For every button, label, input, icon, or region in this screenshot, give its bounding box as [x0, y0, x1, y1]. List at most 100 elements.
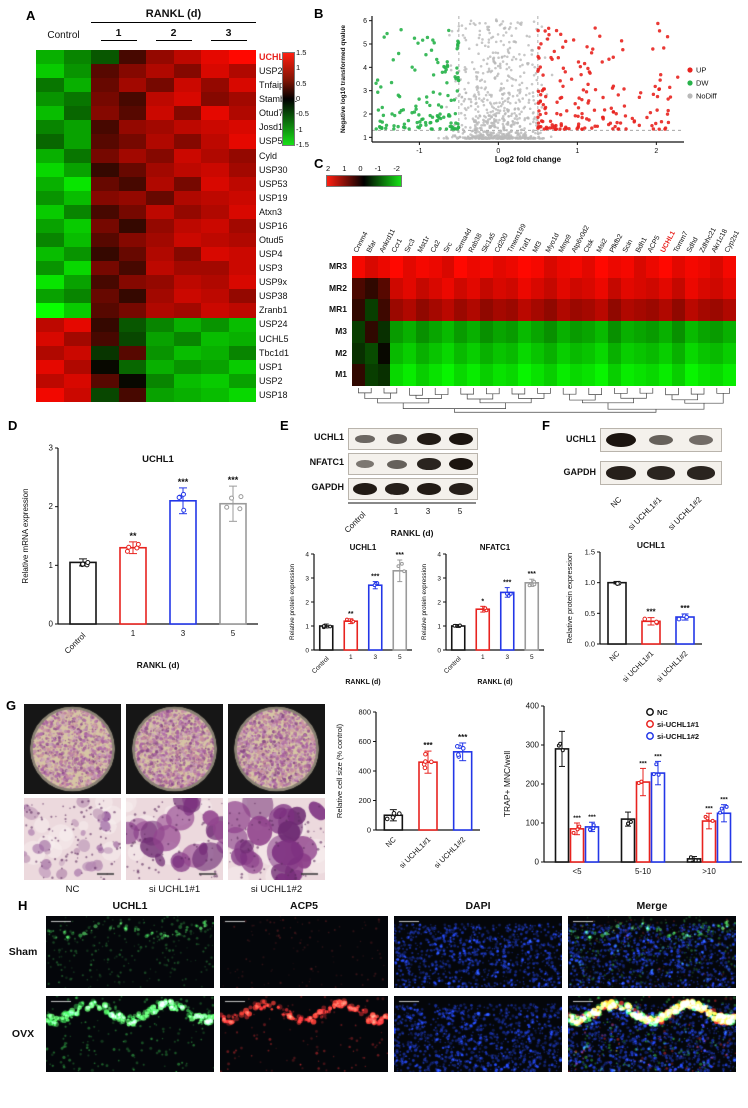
if-ovx-uchl1-image: [46, 996, 214, 1072]
heatmap-cell: [63, 331, 91, 346]
heatmap-cell: [228, 317, 256, 332]
heatmap-cell: [620, 256, 634, 278]
colorbar-tick: -1: [374, 164, 382, 173]
heatmap-cell: [63, 289, 91, 304]
heatmap-cell: [569, 256, 583, 278]
svg-text:si UCHL1#1: si UCHL1#1: [620, 649, 655, 684]
heatmap-cell: [228, 162, 256, 177]
heatmap-cell: [582, 364, 596, 386]
heatmap-cell: [595, 342, 608, 365]
heatmap-cell: [467, 320, 480, 343]
heatmap-cell: [467, 342, 480, 365]
heatmap-cell: [118, 233, 146, 248]
heatmap-cell: [146, 373, 174, 388]
svg-text:DW: DW: [696, 79, 709, 88]
svg-text:si-UCHL1#2: si-UCHL1#2: [657, 732, 699, 741]
colorbar-tick: -0.5: [296, 109, 309, 119]
heatmap-cell: [146, 78, 174, 93]
heatmap-column-label: Bdh1: [634, 236, 649, 254]
svg-text:1: 1: [437, 624, 441, 631]
heatmap-cell: [118, 190, 146, 205]
heatmap-cell: [569, 342, 583, 365]
heatmap-cell: [723, 320, 736, 343]
heatmap-cell: [91, 148, 119, 163]
heatmap-cell: [118, 78, 146, 93]
heatmap-cell: [91, 387, 119, 402]
heatmap-column-label: Traf1: [519, 236, 533, 254]
heatmap-cell: [118, 162, 146, 177]
svg-text:Relative protein expression: Relative protein expression: [421, 564, 428, 640]
heatmap-cell: [505, 277, 519, 300]
heatmap-cell: [595, 299, 608, 321]
blot-band: [449, 458, 473, 470]
heatmap-cell: [118, 275, 146, 290]
heatmap-cell: [480, 320, 493, 343]
heatmap-cell: [454, 256, 468, 278]
trap-well-image-siuchl1-1: [126, 704, 223, 794]
heatmap-cell: [228, 92, 256, 107]
heatmap-cell: [428, 299, 442, 321]
heatmap-cell: [118, 289, 146, 304]
svg-text:4: 4: [363, 65, 367, 72]
heatmap-cell: [36, 50, 64, 65]
heatmap-cell: [467, 299, 480, 321]
svg-text:3: 3: [426, 507, 431, 516]
blot-band: [449, 483, 473, 495]
blot-lane: [413, 454, 445, 474]
heatmap-cell: [556, 342, 570, 365]
heatmap-cell: [390, 256, 404, 278]
heatmap-cell: [36, 106, 64, 121]
heatmap-cell: [91, 218, 119, 234]
heatmap-cell: [467, 256, 480, 278]
heatmap-cell: [118, 50, 146, 65]
heatmap-cell: [620, 320, 634, 343]
heatmap-cell: [364, 256, 378, 278]
heatmap-cell: [63, 50, 91, 65]
svg-text:2: 2: [305, 600, 309, 607]
heatmap-cell: [228, 106, 256, 121]
heatmap-cell: [531, 364, 544, 386]
if-column-header: Merge: [636, 900, 668, 912]
svg-text:***: ***: [720, 797, 728, 804]
heatmap-cell: [63, 190, 91, 205]
heatmap-cell: [36, 387, 64, 402]
heatmap-cell: [228, 190, 256, 205]
blot-band: [417, 458, 441, 470]
heatmap-cell: [91, 64, 119, 79]
day-group-label: 3: [201, 27, 256, 41]
heatmap-cell: [118, 148, 146, 163]
heatmap-cell: [646, 299, 660, 321]
heatmap-cell: [91, 275, 119, 290]
svg-text:RANKL (d): RANKL (d): [477, 679, 512, 686]
heatmap-cell: [428, 320, 442, 343]
heatmap-cell: [608, 256, 621, 278]
heatmap-cell: [556, 256, 570, 278]
heatmap-cell: [146, 247, 174, 262]
heatmap-cell: [173, 373, 201, 388]
heatmap-cell: [36, 204, 64, 219]
heatmap-cell: [646, 256, 660, 278]
heatmap-cell: [633, 342, 647, 365]
colorbar-tick: 1: [296, 63, 301, 73]
panel-c-label: C: [314, 156, 324, 171]
heatmap-cell: [228, 247, 256, 262]
heatmap-cell: [63, 247, 91, 262]
blot-lane: [681, 462, 721, 484]
trap-zoom-image-siuchl1-2: [228, 798, 325, 880]
heatmap-cell: [118, 134, 146, 149]
heatmap-cell: [91, 162, 119, 177]
svg-text:100: 100: [526, 819, 540, 828]
svg-text:si UCHL1#1: si UCHL1#1: [397, 835, 432, 870]
heatmap-cell: [582, 256, 596, 278]
heatmap-cell: [441, 320, 455, 343]
heatmap-cell: [531, 320, 544, 343]
svg-text:2: 2: [437, 600, 441, 607]
gene-label: USP16: [259, 220, 288, 231]
heatmap-cell: [91, 331, 119, 346]
blot-band: [385, 483, 409, 495]
svg-text:Negative log10 transformed qva: Negative log10 transformed qvalue: [340, 25, 347, 133]
heatmap-cell: [173, 50, 201, 65]
heatmap-cell: [91, 359, 119, 374]
blot-strip: [348, 453, 478, 475]
